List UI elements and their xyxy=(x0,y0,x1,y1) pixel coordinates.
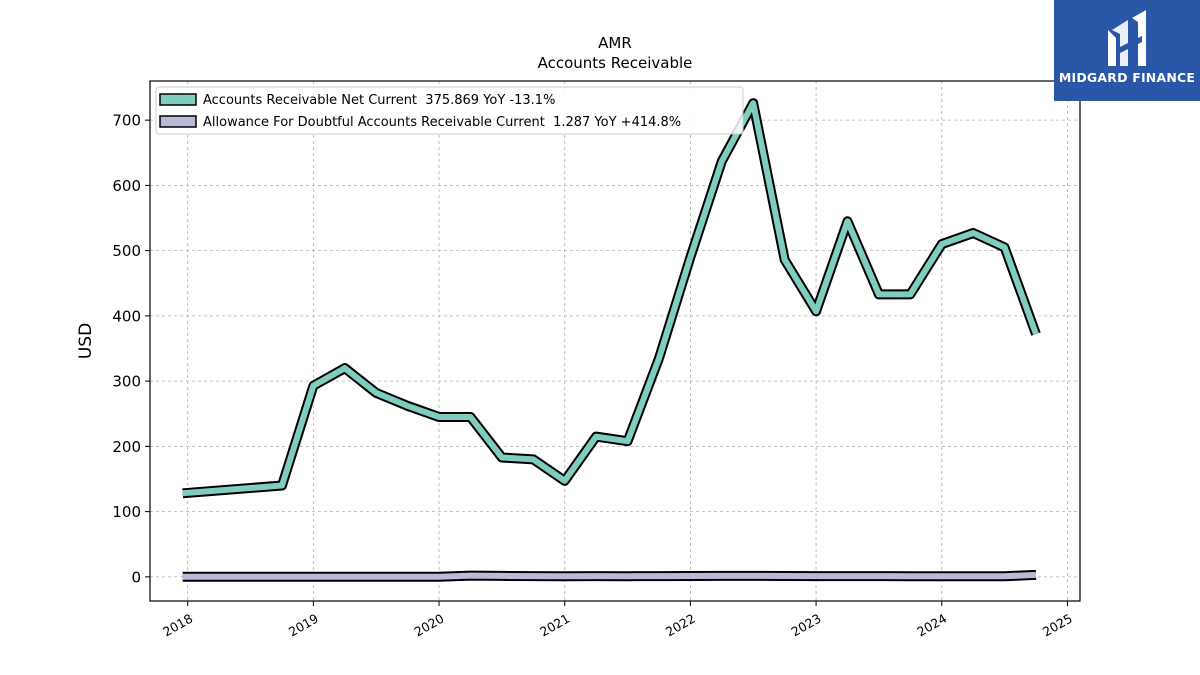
x-axis: 2018 2019 2020 2021 2022 2023 2024 2025 xyxy=(160,601,1075,640)
y-axis-label: USD xyxy=(76,323,96,359)
legend-swatch-ar-net xyxy=(159,93,197,106)
legend-swatch-allowance xyxy=(159,115,197,128)
legend: Accounts Receivable Net Current 375.869 … xyxy=(155,86,744,135)
y-tick-label: 400 xyxy=(112,307,141,325)
x-tick-label: 2024 xyxy=(914,611,949,640)
grid-lines xyxy=(150,81,1080,601)
series-1-line xyxy=(182,571,1037,580)
x-tick-label: 2020 xyxy=(412,611,447,640)
chart-title: AMR xyxy=(598,34,632,52)
legend-label-ar-net: Accounts Receivable Net Current 375.869 … xyxy=(203,93,555,108)
logo-mark-icon xyxy=(1108,10,1146,66)
logo-text: MIDGARD FINANCE xyxy=(1058,70,1196,85)
legend-label-allowance: Allowance For Doubtful Accounts Receivab… xyxy=(203,115,681,130)
series-layer xyxy=(182,98,1041,582)
y-axis: 0 100 200 300 400 500 600 700 xyxy=(112,112,150,586)
x-tick-label: 2018 xyxy=(160,611,195,640)
x-tick-label: 2023 xyxy=(789,611,824,640)
y-tick-label: 600 xyxy=(112,177,141,195)
series-0-line xyxy=(182,100,1039,497)
x-tick-label: 2025 xyxy=(1040,611,1075,640)
midgard-finance-logo: MIDGARD FINANCE xyxy=(1054,0,1200,101)
plot-area xyxy=(149,80,1081,602)
y-tick-label: 100 xyxy=(112,503,141,521)
chart-subtitle: Accounts Receivable xyxy=(538,54,693,72)
series-0-outline xyxy=(182,98,1041,499)
y-tick-label: 200 xyxy=(112,438,141,456)
x-tick-label: 2022 xyxy=(663,611,698,640)
legend-box xyxy=(155,86,744,135)
y-tick-label: 0 xyxy=(131,568,141,586)
x-tick-label: 2019 xyxy=(286,611,321,640)
y-tick-label: 300 xyxy=(112,373,141,391)
y-tick-label: 500 xyxy=(112,242,141,260)
y-tick-label: 700 xyxy=(112,112,141,130)
x-tick-label: 2021 xyxy=(537,611,572,640)
